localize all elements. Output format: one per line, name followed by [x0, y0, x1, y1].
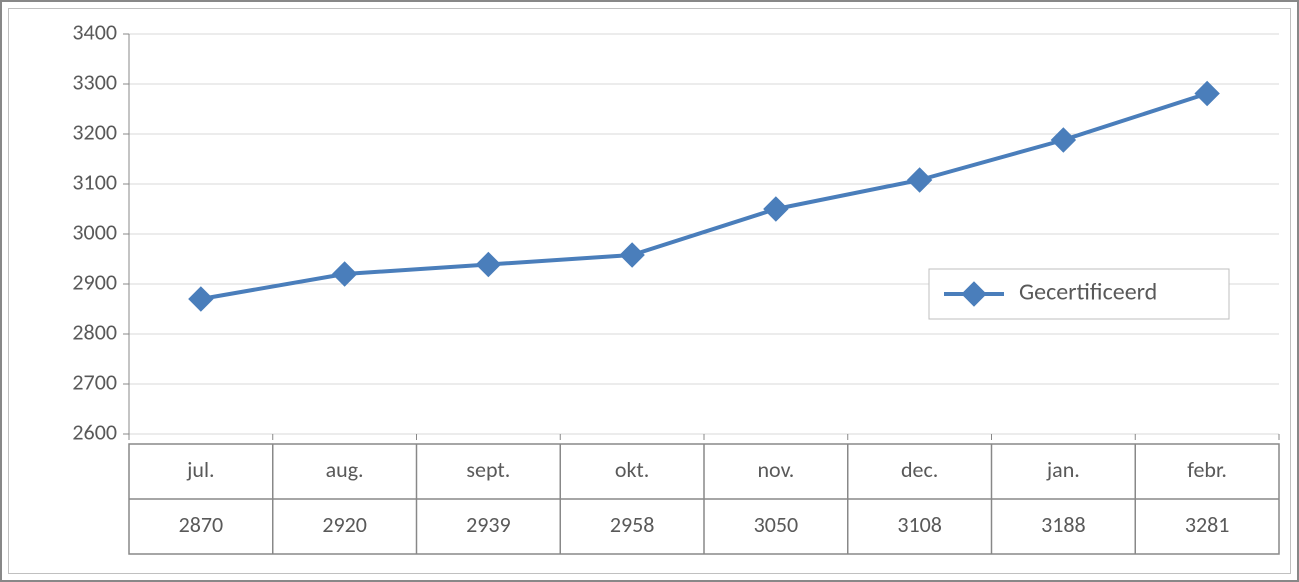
x-category-label: aug. — [326, 456, 364, 483]
x-value-label: 2870 — [179, 511, 224, 538]
y-tick-label: 2800 — [72, 318, 117, 345]
y-tick-label: 2700 — [72, 368, 117, 395]
y-tick-label: 2900 — [72, 268, 117, 295]
x-value-label: 3188 — [1041, 511, 1086, 538]
chart-outer-frame: 2600 2700 2800 2900 3000 3100 3200 3300 3400 Gece… — [0, 0, 1299, 582]
x-value-label: 3281 — [1185, 511, 1230, 538]
x-category-label: jul. — [186, 456, 214, 483]
x-category-label: febr. — [1187, 456, 1227, 483]
data-marker — [1195, 82, 1219, 106]
legend-label: Gecertificeerd — [1019, 278, 1157, 307]
data-marker — [189, 287, 213, 311]
x-value-label: 3050 — [754, 511, 799, 538]
y-tick-label: 3400 — [72, 18, 117, 45]
y-tick-label: 2600 — [72, 418, 117, 445]
data-marker — [1051, 128, 1075, 152]
y-tick-label: 3000 — [72, 218, 117, 245]
series-line — [201, 94, 1207, 300]
data-marker — [908, 168, 932, 192]
x-value-label: 3108 — [897, 511, 942, 538]
x-value-label: 2920 — [322, 511, 367, 538]
x-category-label: sept. — [466, 456, 510, 483]
x-category-label: jan. — [1046, 456, 1080, 483]
x-category-label: nov. — [758, 456, 795, 483]
y-tick-label: 3200 — [72, 118, 117, 145]
data-marker — [764, 197, 788, 221]
x-value-label: 2958 — [610, 511, 655, 538]
x-value-label: 2939 — [466, 511, 511, 538]
x-category-label: okt. — [615, 456, 649, 483]
x-category-label: dec. — [901, 456, 938, 483]
y-tick-label: 3300 — [72, 68, 117, 95]
data-marker — [620, 243, 644, 267]
data-marker — [476, 253, 500, 277]
line-chart: 2600 2700 2800 2900 3000 3100 3200 3300 3400 Gece… — [9, 9, 1290, 573]
chart-inner-frame: 2600 2700 2800 2900 3000 3100 3200 3300 3400 Gece… — [8, 8, 1291, 574]
y-tick-label: 3100 — [72, 168, 117, 195]
data-marker — [333, 262, 357, 286]
